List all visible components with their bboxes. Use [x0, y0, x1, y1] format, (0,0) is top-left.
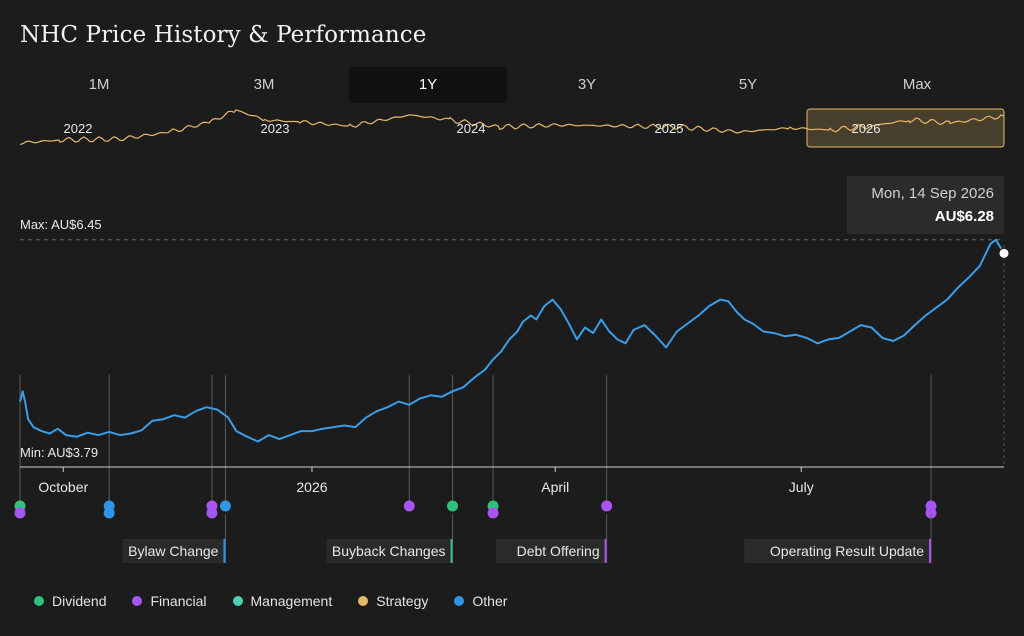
- navigator-year-label: 2025: [655, 121, 684, 136]
- time-range-selector: 1M 3M 1Y 3Y 5Y Max: [20, 67, 1004, 103]
- max-label: Max: AU$6.45: [20, 217, 102, 232]
- event-label-bg: [495, 539, 607, 563]
- management-dot-icon: [232, 596, 243, 606]
- event-label-accent: [604, 539, 607, 563]
- range-1y-button[interactable]: 1Y: [349, 67, 507, 103]
- legend-item-management[interactable]: Management: [232, 593, 333, 609]
- legend-label: Management: [250, 593, 333, 609]
- event-label-text: Operating Result Update: [770, 543, 924, 559]
- price-tooltip: Mon, 14 Sep 2026 AU$6.28: [847, 176, 1004, 234]
- navigator-line: [19, 109, 1005, 146]
- event-label-accent: [450, 539, 453, 563]
- event-dot: [487, 507, 499, 519]
- price-line: [19, 238, 1005, 443]
- navigator-year-label: 2023: [261, 121, 290, 136]
- event-label-box: Operating Result Update: [744, 514, 932, 563]
- event-label-box: Buyback Changes: [326, 514, 454, 563]
- history-navigator[interactable]: 2022 2023 2024 2025 2026: [0, 100, 1024, 152]
- legend-item-other[interactable]: Other: [454, 593, 507, 609]
- legend: Dividend Financial Management Strategy O…: [34, 593, 533, 609]
- tooltip-date: Mon, 14 Sep 2026: [871, 185, 994, 202]
- other-dot-icon: [454, 596, 465, 606]
- event-dot: [219, 500, 231, 512]
- navigator-year-label: 2022: [64, 121, 93, 136]
- event-label-accent: [223, 539, 226, 563]
- event-label-text: Buyback Changes: [332, 543, 446, 559]
- tooltip-price: AU$6.28: [934, 208, 994, 225]
- current-point-marker: [998, 247, 1010, 259]
- legend-item-dividend[interactable]: Dividend: [34, 593, 106, 609]
- legend-label: Other: [472, 593, 508, 609]
- strategy-dot-icon: [358, 596, 369, 606]
- x-tick-label: 2026: [296, 479, 327, 495]
- event-dot: [925, 507, 937, 519]
- navigator-year-label: 2026: [852, 121, 881, 136]
- legend-label: Dividend: [52, 593, 107, 609]
- legend-label: Strategy: [376, 593, 429, 609]
- event-label-bg: [122, 539, 226, 563]
- price-chart[interactable]: Max: AU$6.45 Min: AU$3.79 October 2026 April…: [0, 170, 1024, 570]
- range-3y-button[interactable]: 3Y: [577, 76, 597, 93]
- event-dot: [447, 500, 459, 512]
- event-label-text: Debt Offering: [517, 543, 600, 559]
- legend-label: Financial: [150, 593, 207, 609]
- event-label-bg: [744, 539, 932, 563]
- navigator-year-label: 2024: [457, 121, 486, 136]
- navigator-selection: [806, 108, 1005, 148]
- event-label-text: Bylaw Change: [128, 543, 218, 559]
- event-dot: [206, 507, 218, 519]
- event-label-box: Bylaw Change: [122, 514, 226, 563]
- min-label: Min: AU$3.79: [20, 445, 98, 460]
- x-tick-label: July: [789, 479, 814, 495]
- event-label-box: Debt Offering: [495, 514, 608, 563]
- event-dot: [103, 507, 115, 519]
- x-tick-label: April: [541, 479, 569, 495]
- event-dot: [14, 507, 26, 519]
- dividend-dot-icon: [34, 596, 44, 606]
- event-dot: [403, 500, 415, 512]
- event-dot: [601, 500, 613, 512]
- event-label-accent: [929, 539, 932, 563]
- range-3m-button[interactable]: 3M: [253, 76, 275, 93]
- range-5y-button[interactable]: 5Y: [738, 76, 758, 93]
- financial-dot-icon: [132, 596, 143, 606]
- range-max-button[interactable]: Max: [902, 76, 932, 93]
- range-1m-button[interactable]: 1M: [88, 76, 110, 93]
- x-tick-label: October: [38, 479, 88, 495]
- legend-item-financial[interactable]: Financial: [132, 593, 207, 609]
- event-label-bg: [326, 539, 453, 563]
- legend-item-strategy[interactable]: Strategy: [358, 593, 428, 609]
- page-title: NHC Price History & Performance: [20, 22, 427, 48]
